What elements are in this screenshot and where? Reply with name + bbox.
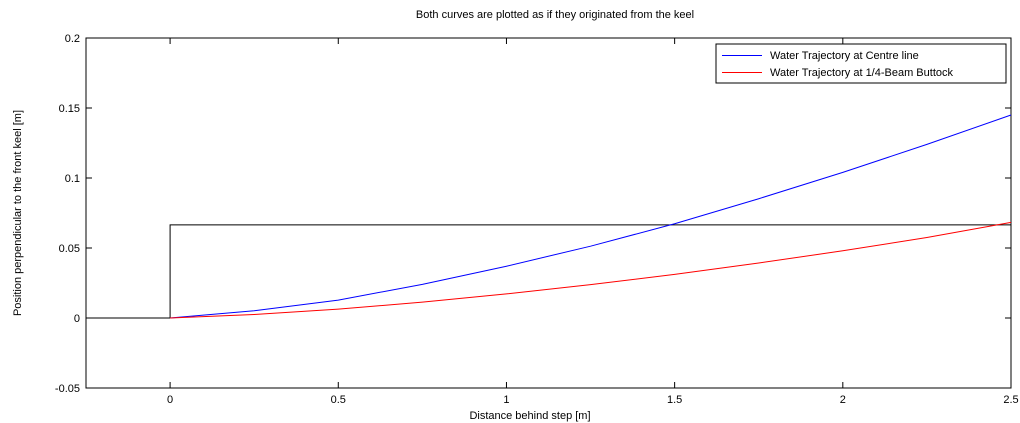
legend: Water Trajectory at Centre line Water Tr…: [715, 43, 1007, 84]
y-tick-label: 0.15: [59, 103, 80, 115]
y-axis: -0.05 0 0.05 0.1 0.15 0.2: [55, 33, 1011, 395]
series-layer: [86, 114, 1012, 319]
y-tick-label: 0.2: [65, 33, 80, 45]
x-tick-label: 2: [840, 394, 846, 406]
series-buttock-curve: [170, 221, 1012, 319]
y-tick-label: -0.05: [55, 383, 80, 395]
step-outline-line: [86, 224, 1011, 319]
y-tick-label: 0: [74, 313, 80, 325]
y-tick-label: 0.05: [59, 243, 80, 255]
x-tick-label: 0.5: [331, 394, 346, 406]
x-tick-label: 0: [167, 394, 173, 406]
x-tick-label: 1: [503, 394, 509, 406]
legend-label-buttock: Water Trajectory at 1/4-Beam Buttock: [770, 67, 953, 79]
x-tick-label: 1.5: [667, 394, 682, 406]
plot-area: [85, 37, 1012, 389]
series-centre-line-curve: [170, 114, 1012, 319]
chart-title: Both curves are plotted as if they origi…: [416, 9, 694, 21]
legend-box: [715, 43, 1007, 84]
legend-label-centre-line: Water Trajectory at Centre line: [770, 50, 919, 62]
y-axis-label: Position perpendicular to the front keel…: [12, 110, 24, 316]
x-axis-label: Distance behind step [m]: [469, 410, 590, 422]
x-tick-label: 2.5: [1003, 394, 1018, 406]
x-axis: 0 0.5 1 1.5 2 2.5: [167, 38, 1019, 406]
y-tick-label: 0.1: [65, 173, 80, 185]
